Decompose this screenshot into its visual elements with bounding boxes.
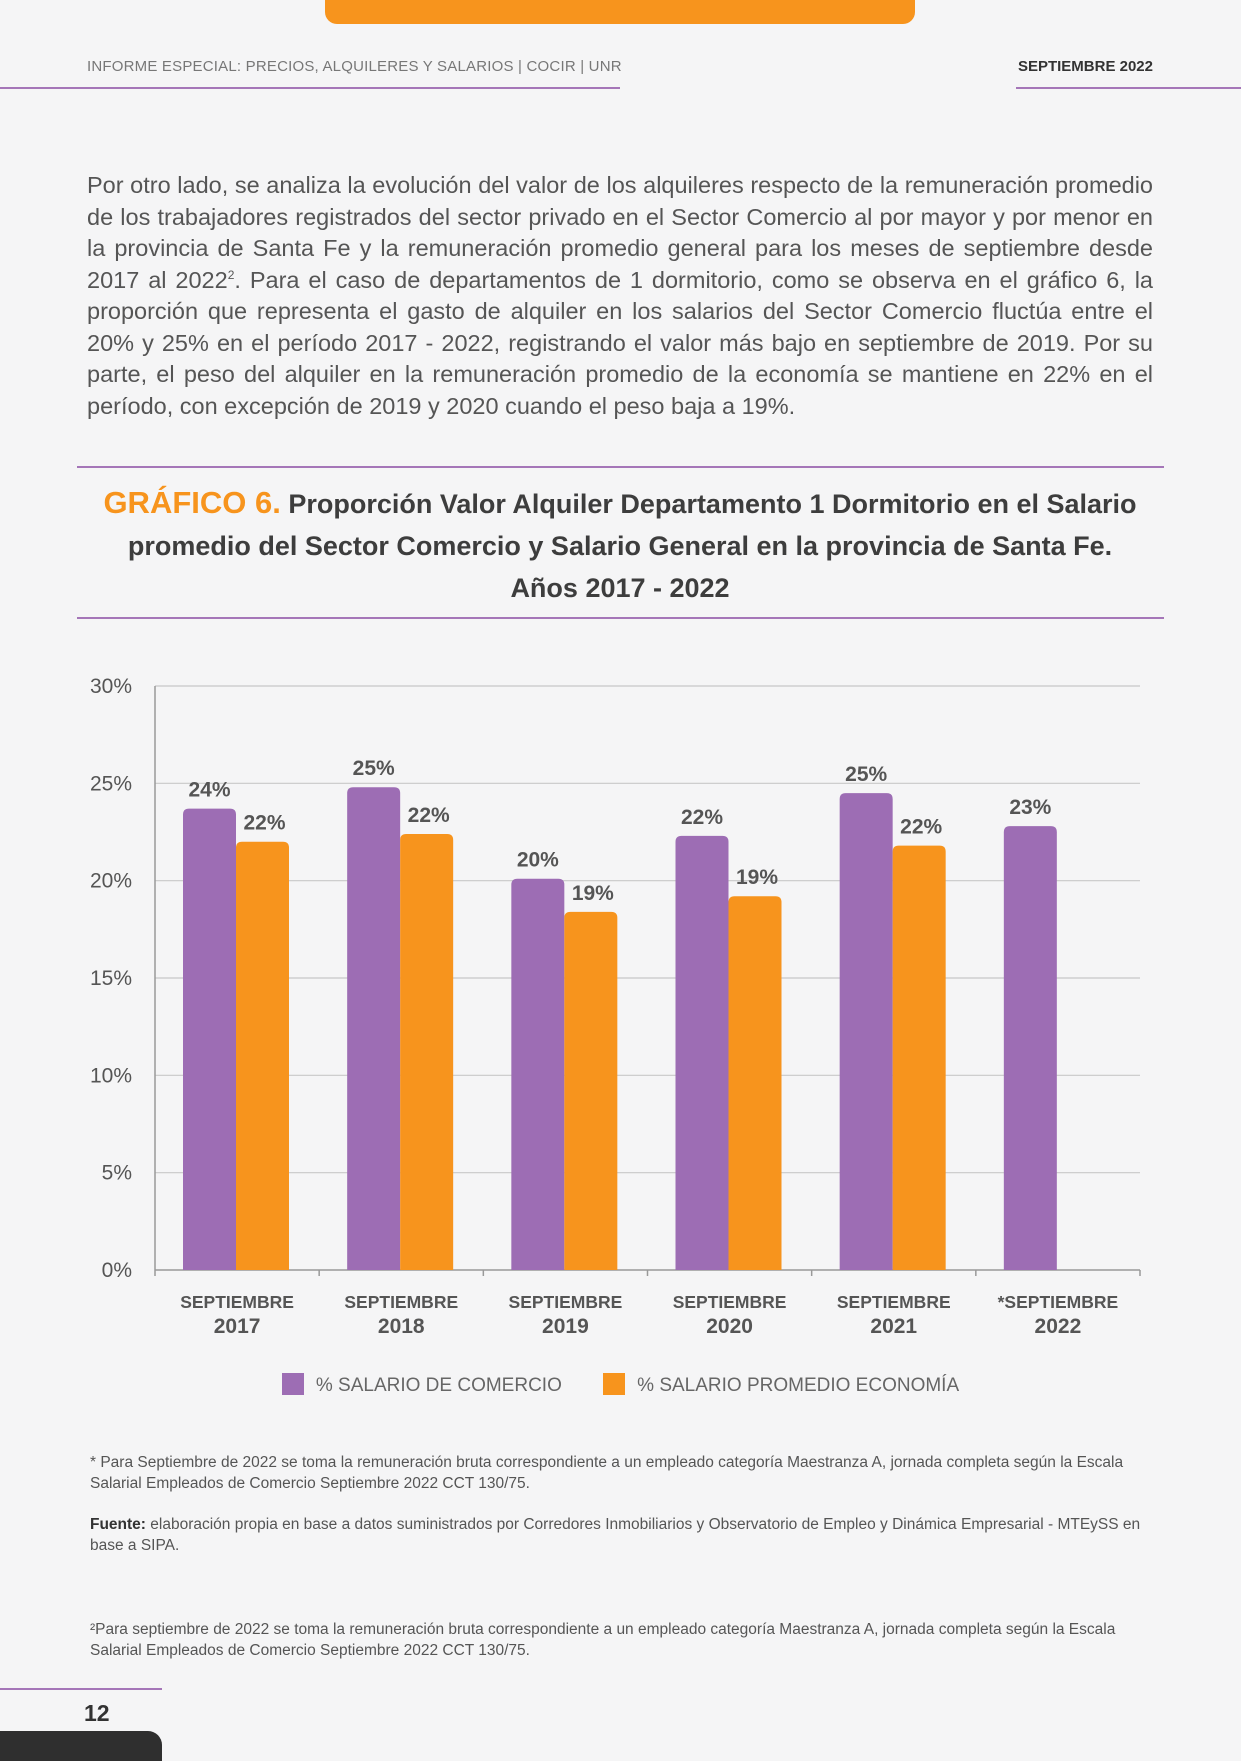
intro-text-part2: . Para el caso de departamentos de 1 dor… [87,266,1153,419]
footer-divider [0,1688,162,1690]
data-label: 23% [1009,796,1051,819]
chart-title-text: Proporción Valor Alquiler Departamento 1… [127,489,1137,603]
data-label: 22% [408,804,450,827]
header-divider-left [0,87,620,89]
data-label: 22% [900,816,942,839]
x-tick-label-year: 2022 [1035,1315,1082,1338]
legend-label-comercio: % SALARIO DE COMERCIO [315,1375,562,1396]
y-tick-label: 15% [90,967,132,990]
bar [1003,826,1057,1270]
y-tick-label: 10% [90,1064,132,1087]
x-tick-label: SEPTIEMBRE [180,1292,294,1312]
x-tick-label-year: 2020 [706,1315,753,1338]
data-label: 25% [353,757,395,780]
legend-label-economia: % SALARIO PROMEDIO ECONOMÍA [637,1375,960,1396]
chart-title-top-rule [77,466,1164,468]
chart-title: GRÁFICO 6. Proporción Valor Alquiler Dep… [100,482,1140,609]
bar [236,841,289,1270]
footnote-reference[interactable]: 2 [227,267,235,282]
bar [347,787,401,1270]
x-tick-label-year: 2021 [870,1315,917,1338]
source-text: elaboración propia en base a datos sumin… [90,1516,1141,1554]
report-header-title: INFORME ESPECIAL: PRECIOS, ALQUILERES Y … [87,58,622,75]
data-label: 19% [736,866,778,889]
bar [400,833,454,1270]
header-divider-right [1016,87,1241,89]
x-tick-label: SEPTIEMBRE [344,1292,458,1312]
data-label: 22% [681,806,723,829]
x-tick-label: SEPTIEMBRE [673,1292,787,1312]
bar [675,835,729,1270]
source-label: Fuente: [90,1516,146,1533]
y-tick-label: 5% [102,1162,132,1185]
bar [183,808,236,1270]
x-tick-label: SEPTIEMBRE [837,1292,951,1312]
data-label: 22% [243,812,285,835]
bar [511,878,565,1270]
y-tick-label: 20% [90,870,132,893]
y-tick-label: 0% [102,1259,132,1282]
x-tick-label: SEPTIEMBRE [509,1292,623,1312]
intro-text-part1: Por otro lado, se analiza la evolución d… [87,172,1153,293]
x-tick-label: *SEPTIEMBRE [998,1292,1119,1312]
data-label: 24% [188,779,230,802]
page-footnote: ²Para septiembre de 2022 se toma la remu… [90,1621,1116,1659]
intro-paragraph: Por otro lado, se analiza la evolución d… [87,170,1153,422]
x-tick-label-year: 2019 [542,1315,589,1338]
page-number: 12 [84,1700,110,1726]
x-tick-label-year: 2018 [378,1315,425,1338]
y-tick-label: 25% [90,772,132,795]
footer-accent-tab [0,1731,162,1761]
legend-item-comercio: % SALARIO DE COMERCIO [281,1373,562,1397]
chart-number: GRÁFICO 6. [103,485,281,520]
data-label: 20% [517,849,559,872]
data-label: 19% [572,882,614,905]
bar [892,845,946,1270]
bar [839,793,893,1270]
report-header-date: SEPTIEMBRE 2022 [1017,58,1153,75]
legend-swatch-economia [603,1373,626,1395]
header-accent-bar [325,0,915,24]
legend-swatch-comercio [281,1373,304,1395]
asterisk-note: * Para Septiembre de 2022 se toma la rem… [90,1454,1124,1492]
bar [728,896,782,1270]
y-tick-label: 30% [90,675,132,698]
x-tick-label-year: 2017 [214,1315,261,1338]
bar [564,911,618,1270]
source-note: Fuente: elaboración propia en base a dat… [90,1514,1150,1556]
chart-legend: % SALARIO DE COMERCIO % SALARIO PROMEDIO… [0,1373,1241,1397]
legend-item-economia: % SALARIO PROMEDIO ECONOMÍA [603,1373,959,1397]
data-label: 25% [845,763,887,786]
bar-chart: 0% 5% 10% 15% 20% 25% 30% 24% 22% SEPTIEMBRE 2017 2… [90,675,1141,1338]
chart-title-bottom-rule [77,617,1164,619]
